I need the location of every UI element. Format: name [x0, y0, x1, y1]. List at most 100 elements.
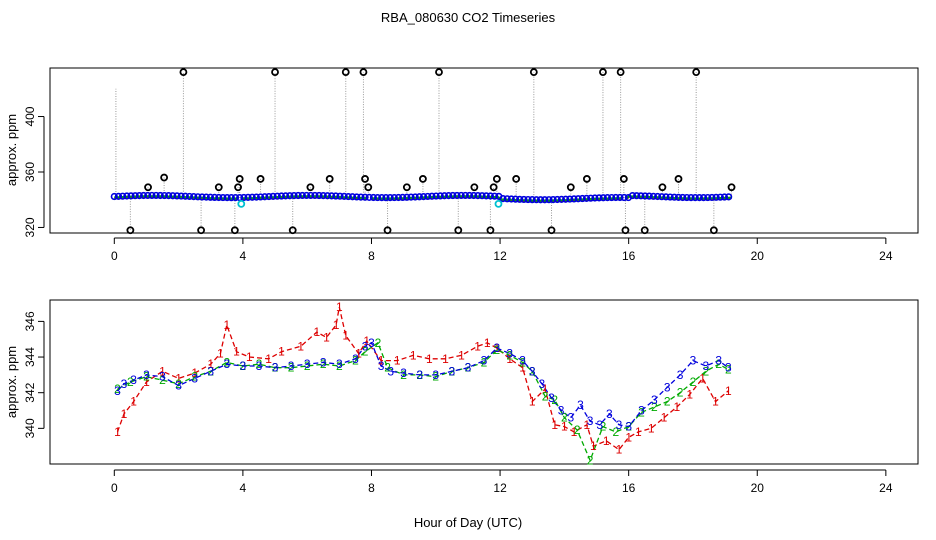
series-marker-1: 1 [207, 357, 214, 371]
series-point-3 [695, 194, 703, 202]
series-point-3 [658, 193, 666, 201]
series-point-3 [390, 193, 398, 202]
x-tick-label: 8 [368, 481, 375, 495]
series-marker-1: 1 [529, 395, 536, 409]
series-point-3 [144, 191, 152, 200]
series-point-3 [194, 193, 202, 201]
series-point-3 [566, 195, 574, 203]
series-marker-2: 2 [114, 382, 121, 396]
series-marker-3: 3 [336, 357, 343, 371]
series-marker-1: 1 [121, 407, 128, 421]
raw-point [599, 68, 607, 77]
series-point-3 [131, 192, 139, 200]
series-marker-2: 2 [725, 363, 732, 377]
series-point-3 [645, 192, 653, 200]
series-point-3 [637, 192, 645, 200]
series-marker-3: 3 [725, 361, 732, 375]
series-point-3 [252, 193, 260, 201]
series-marker-3: 3 [664, 380, 671, 394]
series-point-3 [649, 192, 658, 200]
series-point-3 [185, 192, 194, 201]
raw-point [256, 175, 265, 183]
series-point-3 [725, 193, 733, 201]
series-point-3 [574, 195, 582, 203]
series-point-3 [520, 195, 528, 204]
series-point-3 [156, 191, 164, 200]
series-marker-3: 3 [191, 371, 198, 385]
raw-point [529, 68, 538, 77]
flagged-point [237, 199, 246, 208]
series-point-3 [599, 194, 607, 202]
series-marker-2: 2 [449, 364, 456, 378]
series-marker-1: 1 [561, 420, 568, 434]
top-y-axis-label: approx. ppm [4, 114, 19, 186]
series-marker-3: 3 [539, 377, 546, 391]
series-marker-3: 3 [378, 359, 385, 373]
series-point-3 [415, 193, 423, 201]
series-point-3 [248, 193, 256, 201]
series-marker-1: 1 [265, 352, 272, 366]
series-point-3 [424, 192, 432, 201]
series-marker-2: 2 [127, 375, 134, 389]
series-point-3 [357, 193, 365, 201]
series-point-3 [666, 193, 674, 201]
series-marker-1: 1 [342, 329, 349, 343]
series-marker-1: 1 [175, 371, 182, 385]
raw-point [160, 173, 169, 182]
series-marker-1: 1 [191, 366, 198, 380]
series-point-3 [265, 192, 273, 201]
series-point-3 [674, 193, 683, 201]
series-point-3 [219, 193, 227, 202]
raw-point [621, 226, 630, 235]
raw-point [197, 226, 205, 235]
x-tick-label: 4 [240, 481, 247, 495]
series-point-3 [453, 191, 461, 200]
series-marker-3: 3 [207, 364, 214, 378]
series-point-3 [691, 194, 699, 202]
series-point-3 [457, 191, 465, 200]
raw-point [325, 175, 334, 183]
series-marker-2: 2 [416, 368, 423, 382]
series-point-3 [340, 192, 348, 200]
series-point-3 [282, 192, 290, 200]
raw-point [359, 68, 368, 77]
series-marker-1: 1 [686, 387, 693, 401]
series-marker-1: 1 [355, 346, 362, 360]
raw-point [640, 226, 649, 235]
series-point-3 [720, 193, 729, 201]
series-point-3 [231, 194, 240, 202]
series-marker-3: 3 [715, 354, 722, 368]
series-point-3 [378, 194, 386, 202]
series-point-3 [587, 194, 595, 202]
series-marker-2: 2 [715, 357, 722, 371]
series-marker-1: 1 [217, 346, 224, 360]
raw-point [230, 226, 239, 235]
series-point-3 [202, 193, 210, 201]
series-point-3 [198, 193, 206, 201]
series-marker-3: 3 [587, 414, 594, 428]
series-marker-3: 3 [702, 359, 709, 373]
series-point-3 [445, 192, 453, 200]
series-marker-3: 3 [606, 407, 613, 421]
series-marker-2: 2 [304, 359, 311, 373]
series-point-3 [653, 192, 662, 201]
series-marker-3: 3 [432, 368, 439, 382]
series-marker-1: 1 [410, 348, 417, 362]
series-marker-2: 2 [494, 343, 501, 357]
series-marker-3: 3 [690, 354, 697, 368]
series-point-3 [328, 192, 336, 200]
raw-point [727, 183, 736, 192]
series-point-3 [323, 192, 332, 200]
series-marker-2: 2 [240, 359, 247, 373]
series-marker-3: 3 [548, 391, 555, 405]
raw-point [214, 183, 223, 192]
series-marker-2: 2 [506, 348, 513, 362]
series-marker-1: 1 [542, 382, 549, 396]
series-marker-2: 2 [519, 355, 526, 369]
series-point-3 [482, 192, 490, 200]
raw-point [288, 226, 297, 235]
series-point-3 [641, 192, 649, 200]
series-point-3 [470, 191, 478, 200]
series-marker-1: 1 [551, 418, 558, 432]
series-point-3 [712, 193, 720, 201]
